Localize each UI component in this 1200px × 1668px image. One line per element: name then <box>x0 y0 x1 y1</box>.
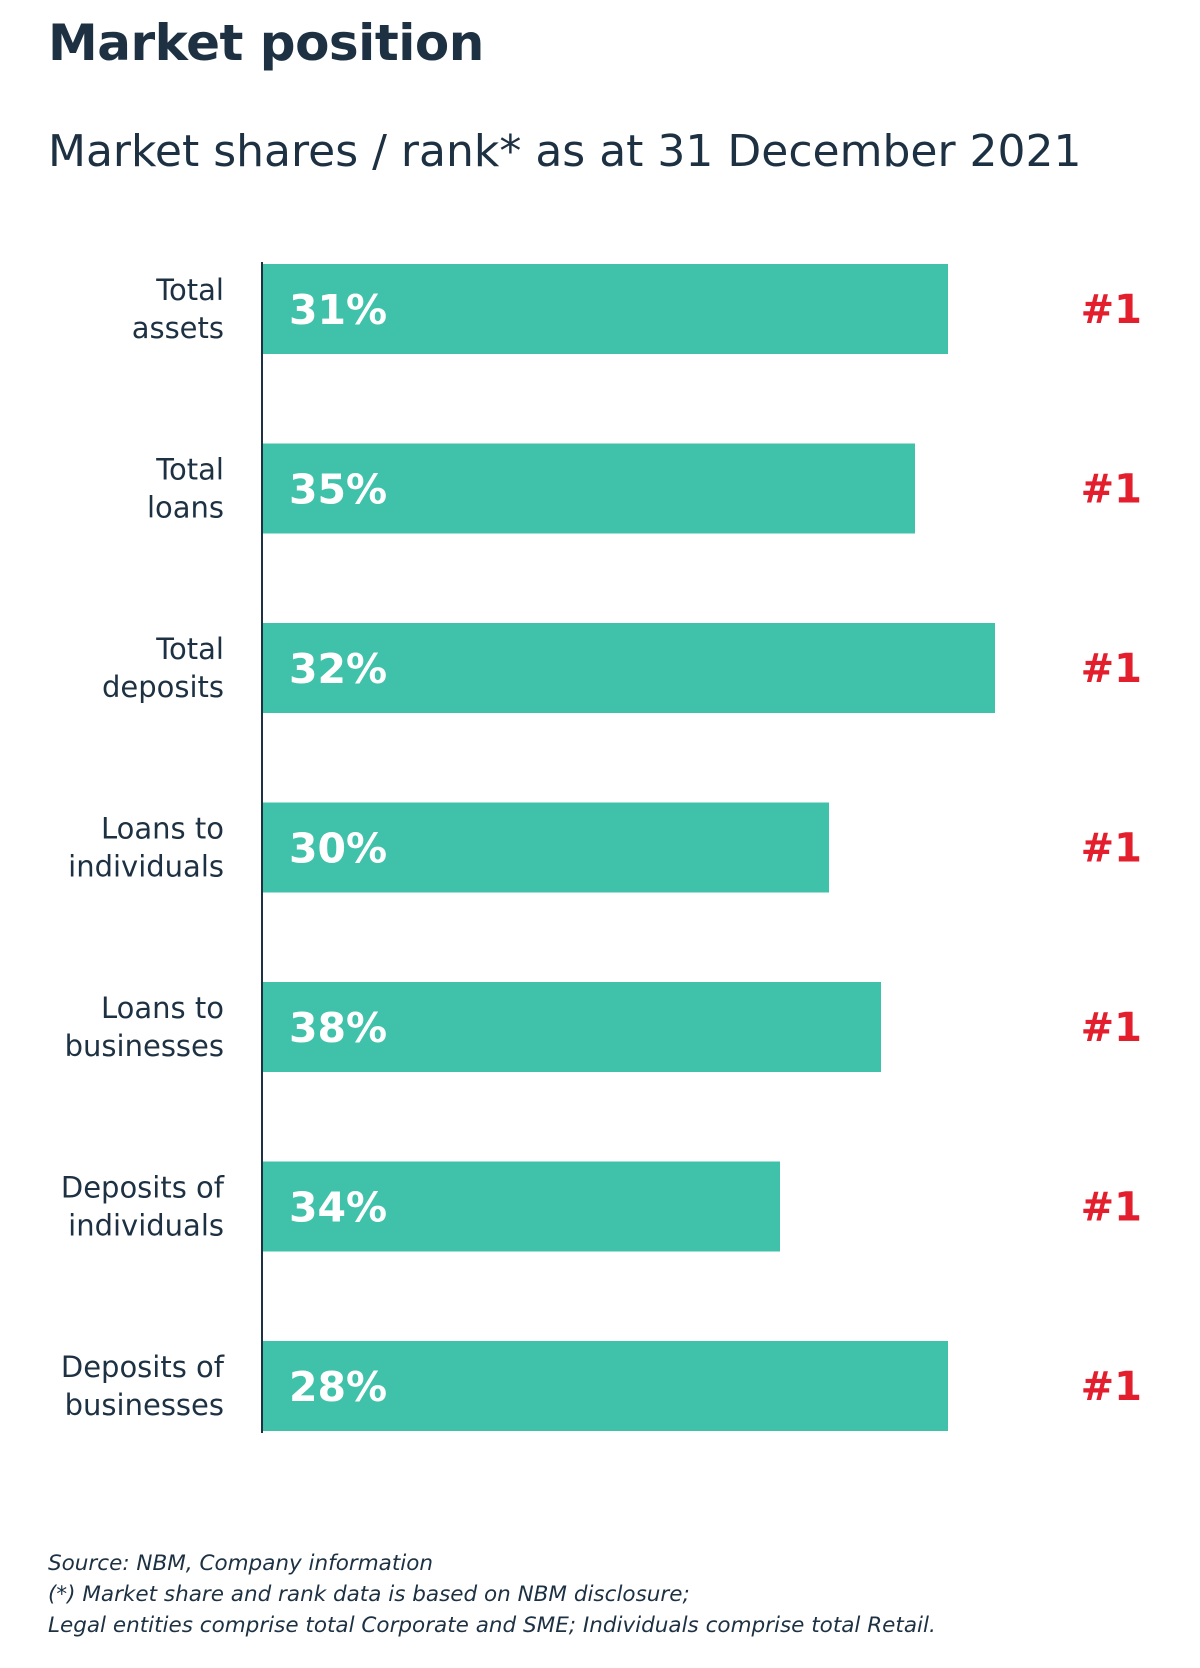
footnote-definitions: Legal entities comprise total Corporate … <box>48 1613 936 1638</box>
footnotes: Source: NBM, Company information (*) Mar… <box>48 1548 936 1641</box>
category-label-5-line-1: Loans to <box>101 991 224 1025</box>
category-label-2-line-1: Total <box>155 453 224 487</box>
bar-2 <box>262 443 915 534</box>
bar-value-label-1: 31% <box>289 286 387 334</box>
category-label-1-line-1: Total <box>155 273 224 307</box>
bar-1 <box>262 264 948 354</box>
bar-value-label-2: 35% <box>289 466 387 514</box>
bar-4 <box>262 802 829 893</box>
category-label-3-line-1: Total <box>155 632 224 666</box>
category-label-3-line-2: deposits <box>102 670 224 704</box>
category-label-7-line-1: Deposits of <box>61 1350 225 1384</box>
category-label-6-line-1: Deposits of <box>61 1171 225 1205</box>
bar-value-label-7: 28% <box>289 1363 387 1411</box>
footnote-source: Source: NBM, Company information <box>48 1551 434 1576</box>
rank-label-2: #1 <box>1081 467 1142 513</box>
category-label-4-line-1: Loans to <box>101 812 224 846</box>
category-label-1-line-2: assets <box>132 311 224 345</box>
chart-subtitle: Market shares / rank* as at 31 December … <box>48 126 1082 177</box>
footnote-disclosure: (*) Market share and rank data is based … <box>48 1582 690 1607</box>
market-share-bar-chart: 31% #1 Total assets 35% #1 Total loans 32% #1 Tota… <box>61 262 1142 1433</box>
bar-value-label-3: 32% <box>289 645 387 693</box>
bar-6 <box>262 1161 780 1252</box>
rank-label-3: #1 <box>1081 646 1142 692</box>
rank-label-7: #1 <box>1081 1364 1142 1410</box>
rank-label-5: #1 <box>1081 1005 1142 1051</box>
rank-label-1: #1 <box>1081 287 1142 333</box>
category-label-7-line-2: businesses <box>65 1388 224 1422</box>
bar-value-label-6: 34% <box>289 1184 387 1232</box>
bar-3 <box>262 623 995 713</box>
bar-5 <box>262 982 881 1072</box>
category-label-4-line-2: individuals <box>68 850 224 884</box>
category-label-2-line-2: loans <box>147 491 224 525</box>
category-label-5-line-2: businesses <box>65 1029 224 1063</box>
category-label-6-line-2: individuals <box>68 1209 224 1243</box>
page-title: Market position <box>48 14 484 72</box>
bar-value-label-4: 30% <box>289 825 387 873</box>
rank-label-6: #1 <box>1081 1185 1142 1231</box>
bar-value-label-5: 38% <box>289 1004 387 1052</box>
bar-7 <box>262 1341 948 1431</box>
rank-label-4: #1 <box>1081 826 1142 872</box>
